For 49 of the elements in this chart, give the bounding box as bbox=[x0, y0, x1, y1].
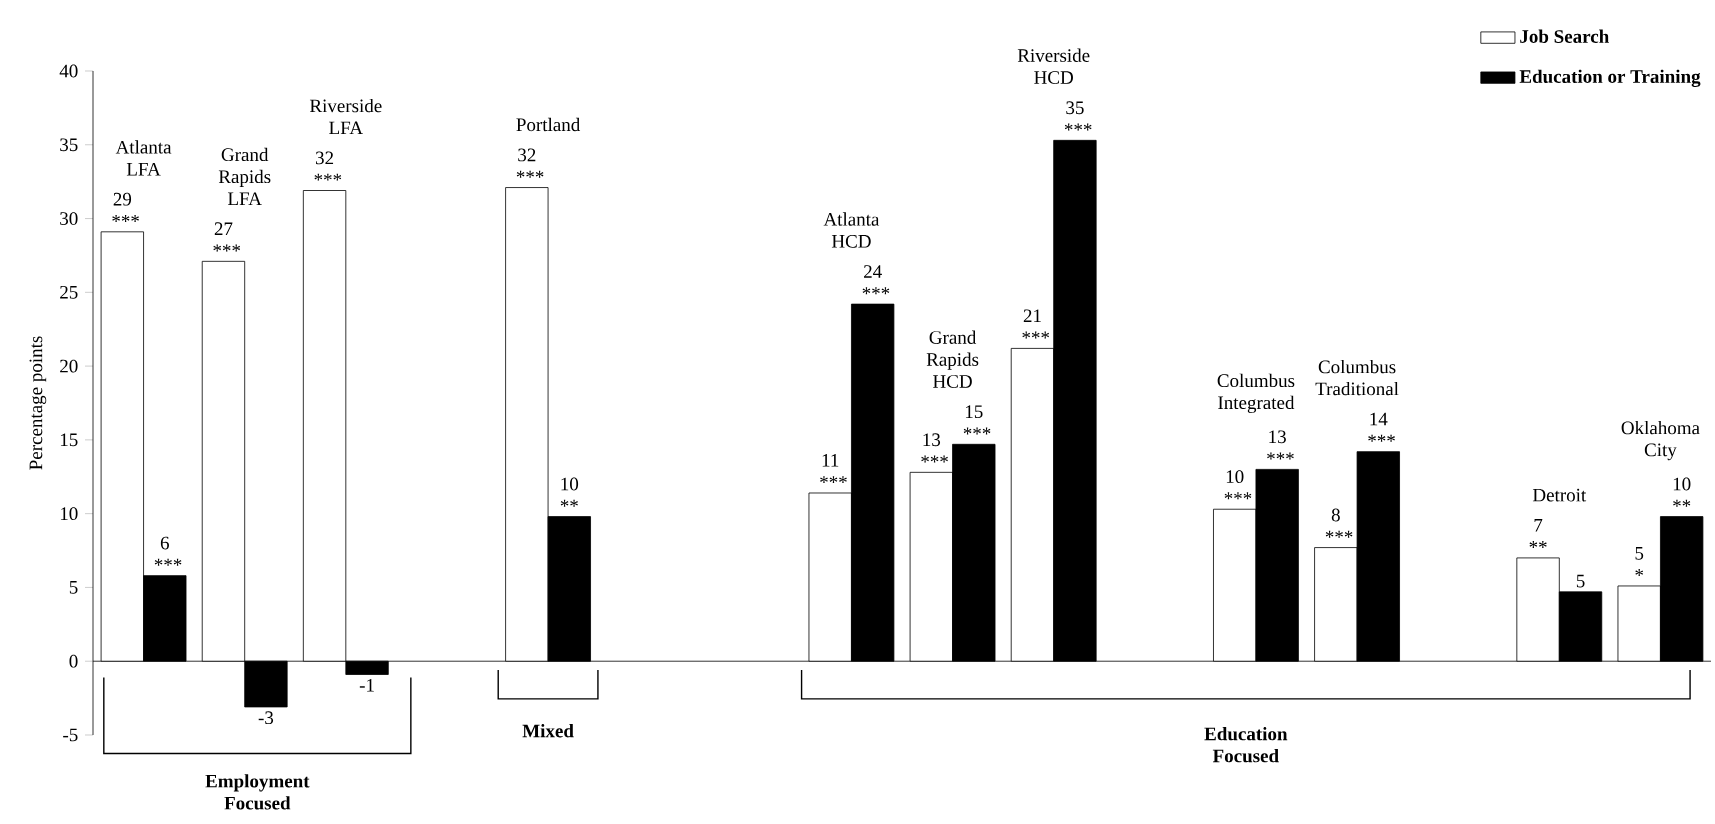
data-label: 14 *** bbox=[1368, 412, 1395, 442]
x-tick-label: Detroit bbox=[1532, 488, 1587, 502]
data-label: 10 ** bbox=[560, 477, 579, 507]
x-tick-label: Oklahoma City bbox=[1621, 420, 1700, 461]
y-axis-title: Percentage points bbox=[29, 336, 47, 470]
data-label: 29 *** bbox=[112, 192, 139, 222]
x-tick-label: Grand Rapids HCD bbox=[926, 330, 979, 388]
y-tick-label: 10 bbox=[60, 507, 78, 521]
data-label: 35 *** bbox=[1064, 101, 1092, 131]
data-label: 11 *** bbox=[820, 454, 847, 484]
data-label: 7 ** bbox=[1529, 519, 1547, 549]
data-label: 10 ** bbox=[1673, 477, 1691, 507]
y-tick-label: 40 bbox=[59, 64, 78, 78]
x-tick-label: Atlanta LFA bbox=[115, 140, 172, 176]
annotation: Education Focused bbox=[1204, 726, 1288, 763]
legend-label: Job Search bbox=[1520, 29, 1609, 43]
text: Employment Focused bbox=[205, 774, 310, 810]
data-label: 15 *** bbox=[963, 405, 991, 435]
y-tick-label: 35 bbox=[60, 138, 78, 152]
x-tick-label: Columbus Traditional bbox=[1315, 359, 1399, 396]
data-label: 21 *** bbox=[1022, 309, 1050, 339]
legend-label: Education or Training bbox=[1519, 69, 1701, 88]
data-label: 32 *** bbox=[314, 151, 342, 181]
data-label: 24 *** bbox=[862, 265, 890, 295]
annotation: Mixed bbox=[522, 724, 574, 738]
y-tick-label: 15 bbox=[60, 433, 78, 447]
y-tick-label: 0 bbox=[69, 654, 78, 668]
x-tick-label: Riverside LFA bbox=[309, 98, 382, 135]
data-label: 27 *** bbox=[213, 222, 241, 252]
data-label: 13 *** bbox=[1267, 430, 1294, 460]
y-tick-label: 30 bbox=[60, 212, 78, 225]
data-label: 10 *** bbox=[1224, 470, 1252, 500]
data-label: 8 *** bbox=[1325, 508, 1353, 538]
data-label: -1 bbox=[359, 678, 374, 692]
x-tick-label: Columbus Integrated bbox=[1217, 373, 1295, 413]
data-label: 32 *** bbox=[516, 148, 544, 178]
x-tick-label: Grand Rapids LFA bbox=[218, 147, 271, 205]
x-tick-label: Riverside HCD bbox=[1017, 48, 1090, 84]
data-label: 5 * bbox=[1635, 547, 1644, 577]
y-tick-label: 5 bbox=[69, 581, 78, 594]
x-tick-label: Atlanta HCD bbox=[823, 212, 880, 248]
data-label: -3 bbox=[258, 711, 274, 725]
data-label: 6 *** bbox=[154, 536, 182, 566]
y-tick-label: -5 bbox=[63, 728, 78, 742]
data-label: 5 bbox=[1576, 574, 1585, 588]
y-tick-label: 20 bbox=[60, 359, 78, 373]
data-label: 13 *** bbox=[921, 433, 948, 463]
x-tick-label: Portland bbox=[516, 117, 581, 132]
y-tick-label: 25 bbox=[60, 285, 78, 299]
